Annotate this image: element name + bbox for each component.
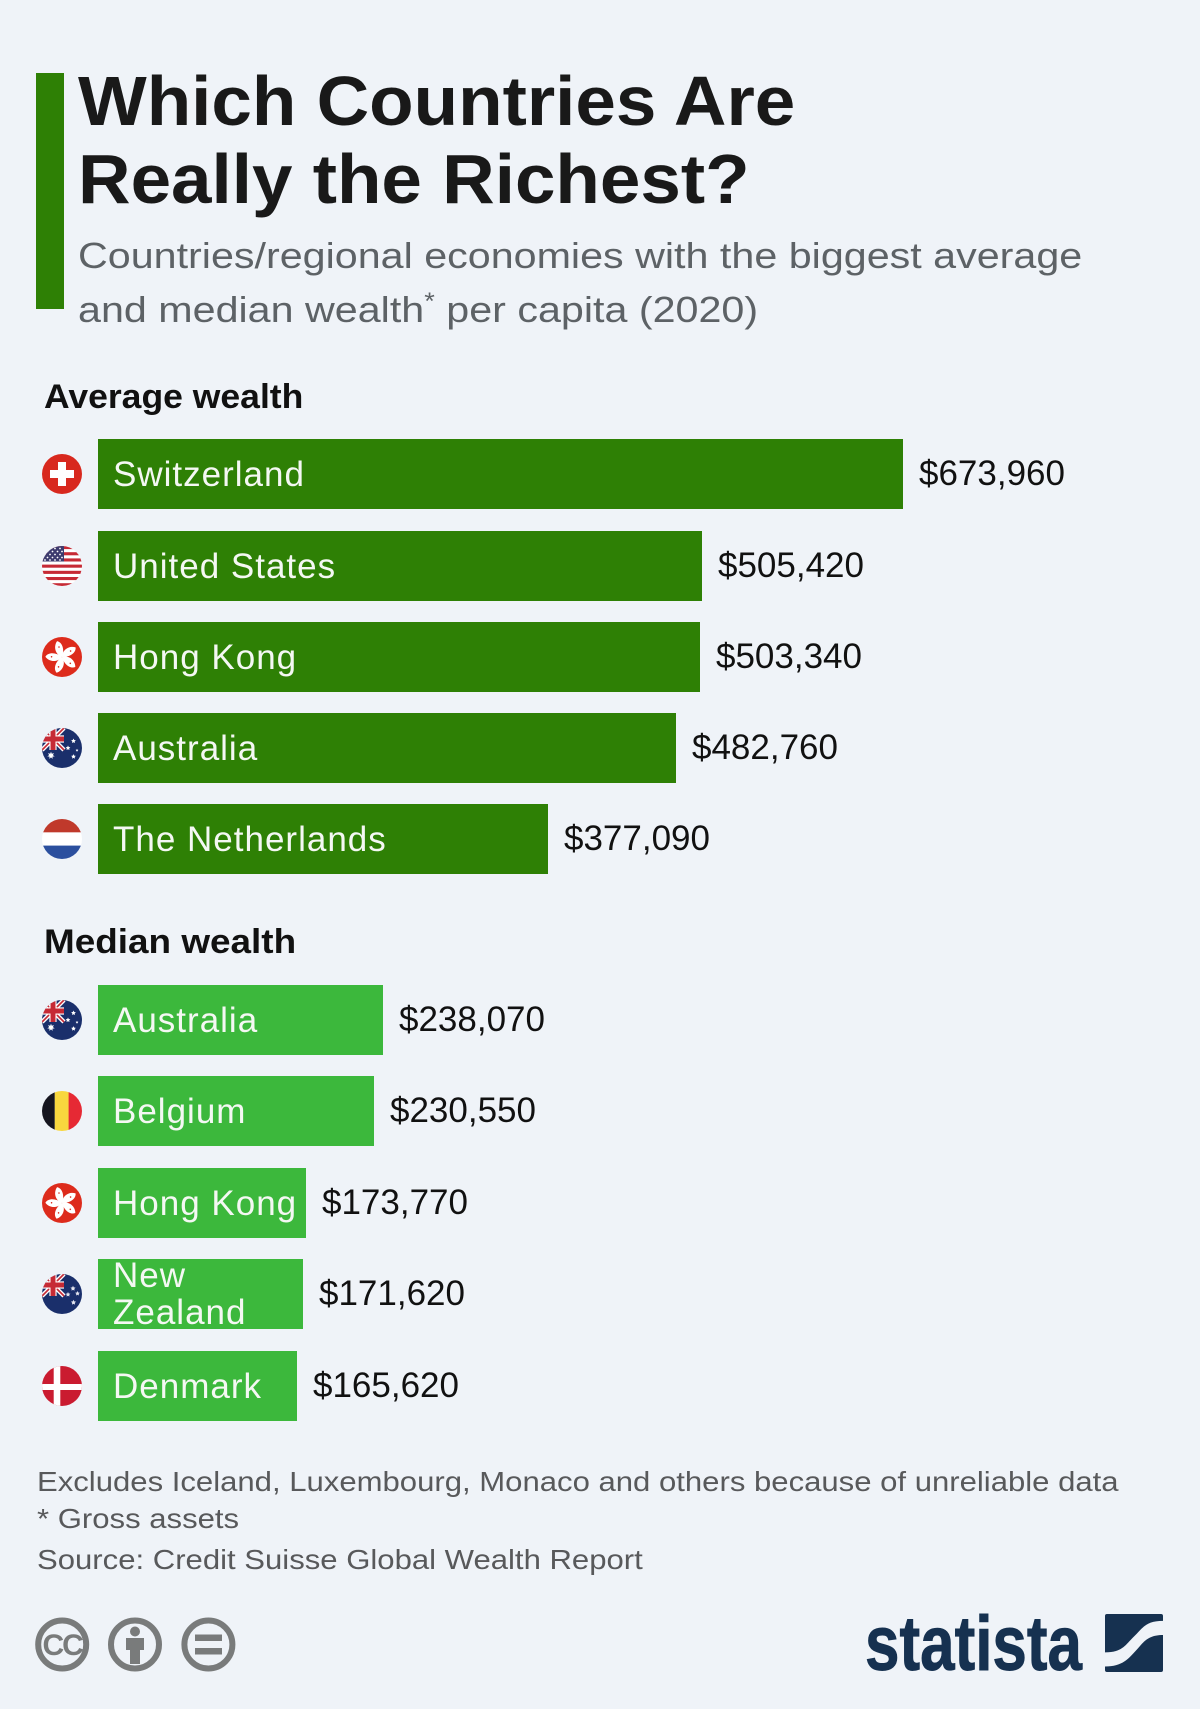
svg-text:CC: CC [43,1629,84,1662]
svg-text:statista: statista [865,1601,1083,1678]
